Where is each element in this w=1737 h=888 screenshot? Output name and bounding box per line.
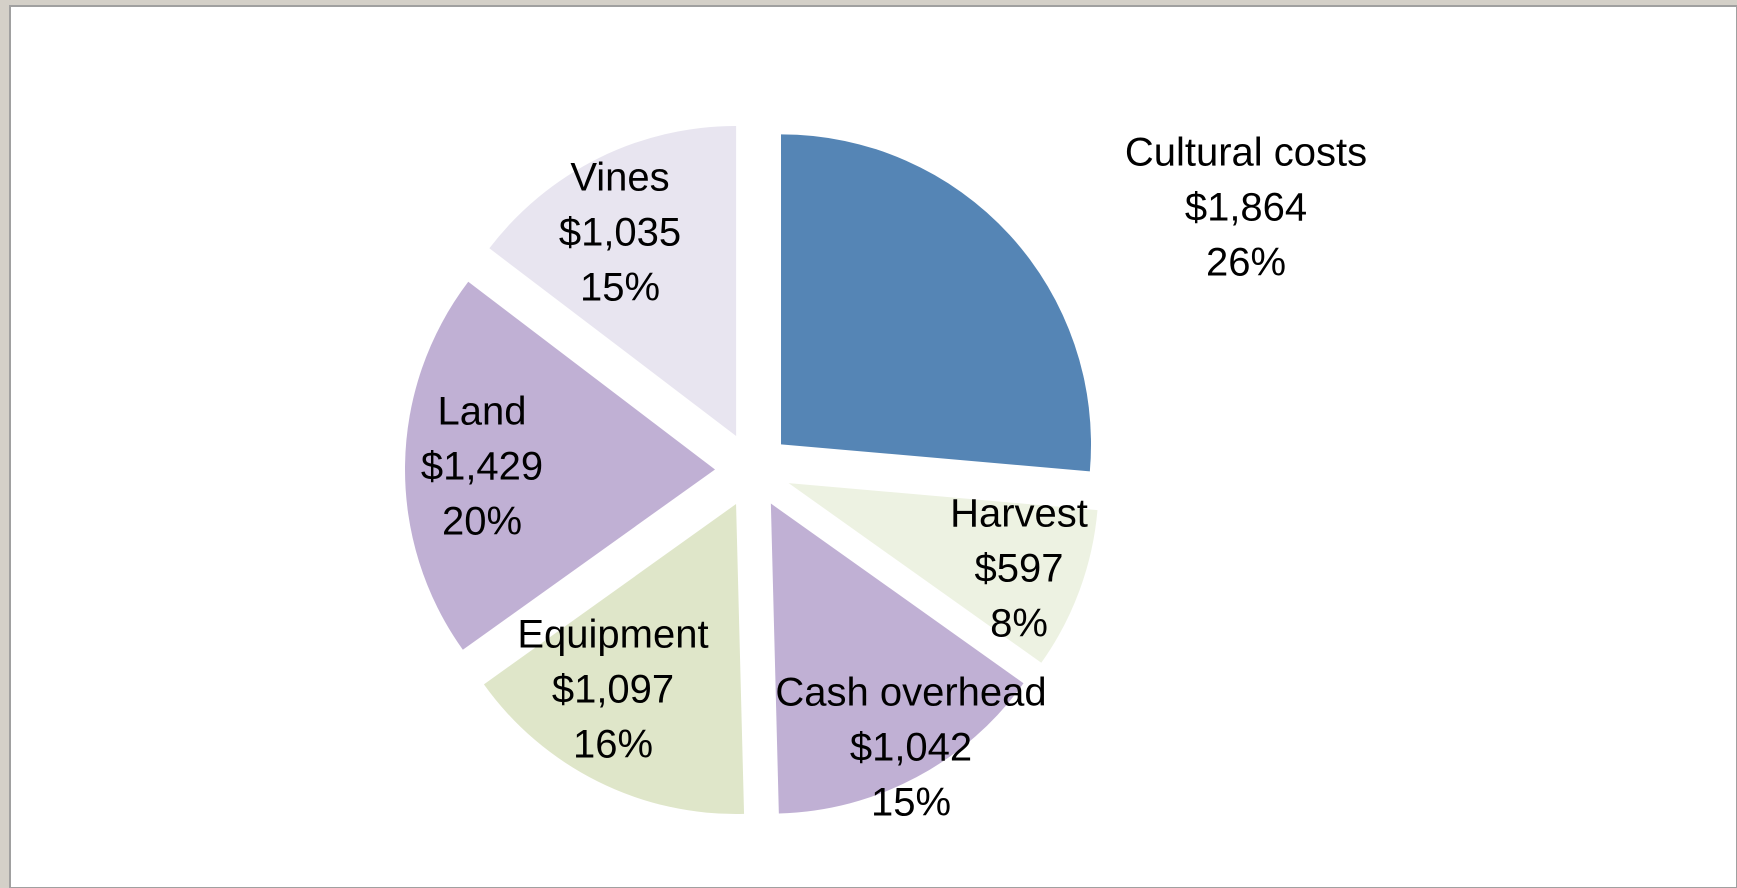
slice-label-value: $1,097 [552,668,674,712]
slice-label-name: Equipment [517,613,708,657]
pie-slice [405,281,716,650]
pie-slice [489,125,737,436]
slice-label-percent: 16% [573,723,653,767]
slice-label-name: Land [438,390,527,434]
slice-label-value: $1,429 [421,445,543,489]
slice-label-value: $1,042 [850,726,972,770]
slice-label-value: $597 [975,547,1064,591]
slice-label-percent: 8% [990,602,1048,646]
pie-slice [483,504,745,815]
slice-label-value: $1,035 [559,211,681,255]
slice-label-value: $1,864 [1185,186,1307,230]
slice-label-percent: 20% [442,500,522,544]
slice-label-name: Cash overhead [775,671,1046,715]
pie-slice [788,483,1098,663]
slice-label-name: Cultural costs [1125,131,1367,175]
slice-label-percent: 15% [871,781,951,825]
slice-label-name: Vines [570,156,669,200]
slice-label-percent: 15% [580,266,660,310]
slice-label-percent: 26% [1206,241,1286,285]
pie-slice [781,134,1092,472]
pie-slice [770,503,1024,814]
slice-label-name: Harvest [950,492,1088,536]
